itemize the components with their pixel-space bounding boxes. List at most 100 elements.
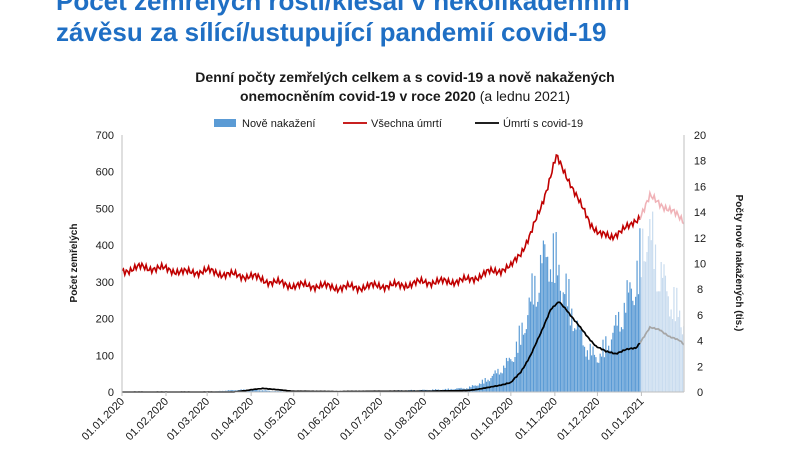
bar-new-cases: [268, 390, 271, 392]
bar-new-cases: [593, 354, 596, 392]
legend: Nově nakažení Všechna úmrtí Úmrtí s covid-…: [214, 117, 583, 130]
bar-new-cases: [612, 332, 614, 392]
bar-new-cases: [507, 361, 509, 392]
bar-new-cases: [569, 325, 571, 392]
bar-new-cases: [249, 389, 251, 392]
bar-new-cases: [494, 370, 496, 392]
bar-new-cases: [266, 390, 268, 392]
y-left-tick-label: 600: [96, 167, 114, 179]
bar-new-cases: [260, 390, 262, 392]
bar-new-cases: [609, 350, 611, 392]
y-left-tick-label: 200: [96, 314, 114, 326]
bar-new-cases: [233, 390, 235, 392]
bar-new-cases: [231, 390, 234, 392]
bar-new-cases: [541, 263, 543, 392]
bar-new-cases: [637, 294, 640, 392]
bar-new-cases: [676, 287, 678, 392]
chart-title-line-2: onemocněním covid-19 v roce 2020 (a lednu…: [240, 88, 570, 104]
legend-label-new-cases: Nově nakažení: [242, 118, 315, 130]
bar-new-cases: [596, 362, 598, 392]
bar-new-cases: [650, 240, 652, 392]
bar-new-cases: [481, 379, 483, 392]
bar-new-cases: [227, 390, 229, 392]
bar-new-cases: [662, 277, 664, 392]
bar-new-cases: [545, 257, 547, 392]
bar-new-cases: [598, 362, 600, 392]
bar-new-cases: [528, 297, 530, 392]
bar-new-cases: [230, 389, 232, 392]
bar-new-cases: [531, 273, 533, 392]
bar-new-cases: [626, 280, 628, 392]
y-right-tick-label: 20: [694, 130, 706, 142]
bar-new-cases: [671, 319, 674, 392]
bar-new-cases: [652, 211, 654, 392]
bar-new-cases: [250, 389, 252, 392]
bar-new-cases: [468, 386, 471, 392]
bar-new-cases: [505, 357, 508, 392]
bar-new-cases: [649, 219, 651, 392]
bar-new-cases: [497, 368, 499, 392]
bar-new-cases: [605, 336, 607, 392]
bar-new-cases: [591, 355, 593, 392]
bar-new-cases: [585, 356, 587, 392]
bar-new-cases: [535, 306, 537, 392]
x-tick-label: 01.09.2020: [426, 396, 473, 443]
legend-swatch-new-cases: [214, 119, 236, 127]
bar-new-cases: [256, 389, 258, 392]
bar-new-cases: [622, 329, 624, 392]
bar-new-cases: [511, 361, 513, 392]
bar-new-cases: [555, 232, 557, 392]
bar-new-cases: [512, 361, 515, 392]
bar-new-cases: [558, 264, 560, 392]
bar-new-cases: [619, 331, 621, 392]
bar-new-cases: [660, 261, 662, 392]
bar-new-cases: [647, 236, 650, 392]
bar-new-cases: [653, 269, 655, 392]
x-tick-label: 01.05.2020: [251, 396, 298, 443]
bar-new-cases: [478, 383, 481, 392]
bar-new-cases: [606, 351, 608, 392]
y-left-tick-label: 700: [96, 130, 114, 142]
line-all-deaths: [121, 153, 641, 296]
bar-new-cases: [681, 334, 684, 392]
y-right-tick-label: 14: [694, 207, 706, 219]
bar-new-cases: [600, 356, 603, 392]
bar-new-cases: [635, 296, 637, 392]
bar-new-cases: [503, 365, 505, 392]
y-left-tick-label: 400: [96, 240, 114, 252]
y-right-tick-label: 12: [694, 233, 706, 245]
y-axis-right-label: Počty nově nakažených (tis.): [733, 195, 744, 332]
axes: 0 100 200 300 400 500 600 700 0 2 4 6 8 10 12 14 16 18 20 0…: [80, 130, 706, 443]
bar-new-cases: [574, 328, 576, 392]
bar-new-cases: [527, 315, 529, 392]
y-left-tick-label: 100: [96, 350, 114, 362]
bar-new-cases: [669, 316, 671, 392]
bar-new-cases: [263, 390, 265, 392]
chart-title-line-2-rest: (a lednu 2021): [480, 88, 570, 104]
slide-headline: Počet zemřelých rostl/klesal v několikad…: [56, 0, 796, 48]
bar-new-cases: [559, 290, 562, 392]
bar-new-cases: [603, 357, 606, 392]
line-all-deaths-faded: [639, 189, 685, 225]
bar-new-cases: [659, 291, 661, 392]
bar-new-cases: [517, 352, 519, 392]
bar-new-cases: [582, 345, 584, 392]
bar-new-cases: [520, 344, 522, 392]
bar-new-cases: [642, 228, 644, 392]
bar-new-cases: [524, 333, 526, 392]
bar-new-cases: [547, 256, 549, 392]
bar-new-cases: [542, 240, 544, 392]
x-tick-label: 01.10.2020: [469, 396, 516, 443]
bar-new-cases: [667, 296, 669, 392]
bar-new-cases: [625, 312, 627, 392]
bar-new-cases: [264, 390, 266, 392]
bar-new-cases: [568, 279, 570, 392]
bar-new-cases: [487, 379, 489, 392]
bar-new-cases: [636, 260, 638, 392]
bar-new-cases: [629, 282, 631, 392]
bar-new-cases: [595, 357, 597, 392]
bar-new-cases: [571, 308, 573, 392]
chart-title: Denní počty zemřelých celkem a s covid-1…: [195, 69, 614, 104]
bar-new-cases: [579, 329, 581, 392]
bar-new-cases: [267, 390, 269, 392]
